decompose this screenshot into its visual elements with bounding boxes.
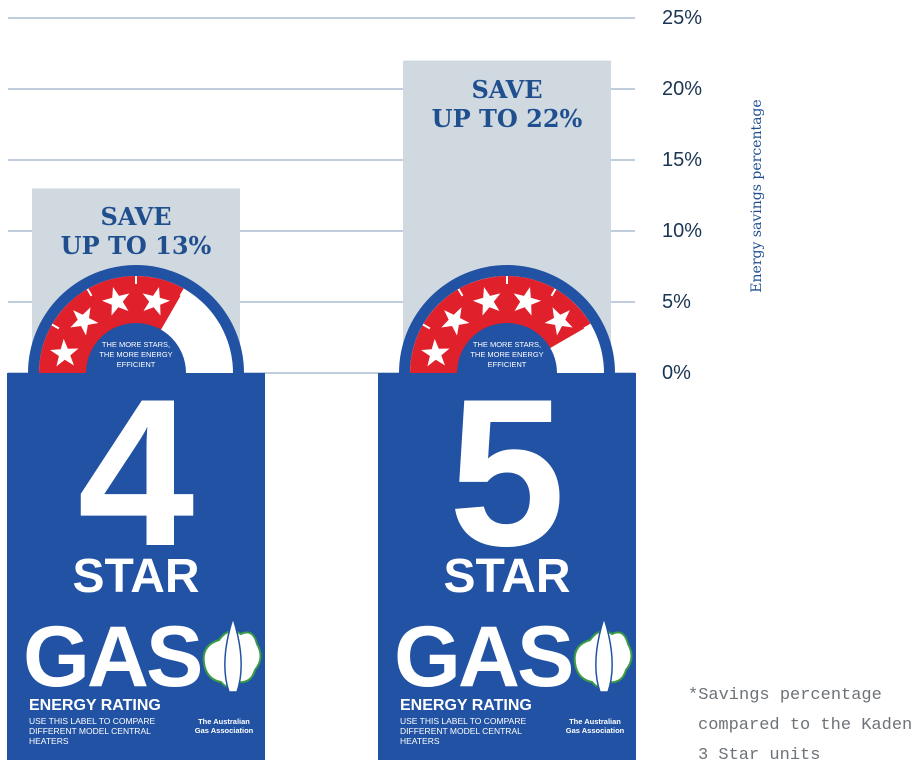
value-label: SAVE UP TO 13%: [32, 202, 240, 260]
value-label: SAVE UP TO 22%: [403, 75, 611, 133]
brand-subtitle: ENERGY RATING: [400, 697, 532, 715]
brand-note: USE THIS LABEL TO COMPARE DIFFERENT MODE…: [400, 716, 560, 746]
y-tick-label: 25%: [662, 6, 702, 30]
y-tick-label: 0%: [662, 361, 691, 385]
y-tick-label: 15%: [662, 148, 702, 172]
y-tick-label: 20%: [662, 77, 702, 101]
brand-note: USE THIS LABEL TO COMPARE DIFFERENT MODE…: [29, 716, 189, 746]
star-word: STAR: [7, 552, 265, 602]
chart: Energy savings percentage *Savings perce…: [0, 0, 916, 760]
star-number: 4: [7, 383, 265, 563]
association: The Australian Gas Association: [191, 717, 257, 735]
brand-subtitle: ENERGY RATING: [29, 697, 161, 715]
star-number: 5: [378, 383, 636, 563]
y-tick-label: 5%: [662, 290, 691, 314]
association: The Australian Gas Association: [562, 717, 628, 735]
brand: GAS: [394, 614, 571, 700]
y-tick-label: 10%: [662, 219, 702, 243]
y-axis-label: Energy savings percentage: [749, 99, 765, 292]
star-word: STAR: [378, 552, 636, 602]
footnote: *Savings percentage compared to the Kade…: [688, 681, 916, 760]
brand: GAS: [23, 614, 200, 700]
